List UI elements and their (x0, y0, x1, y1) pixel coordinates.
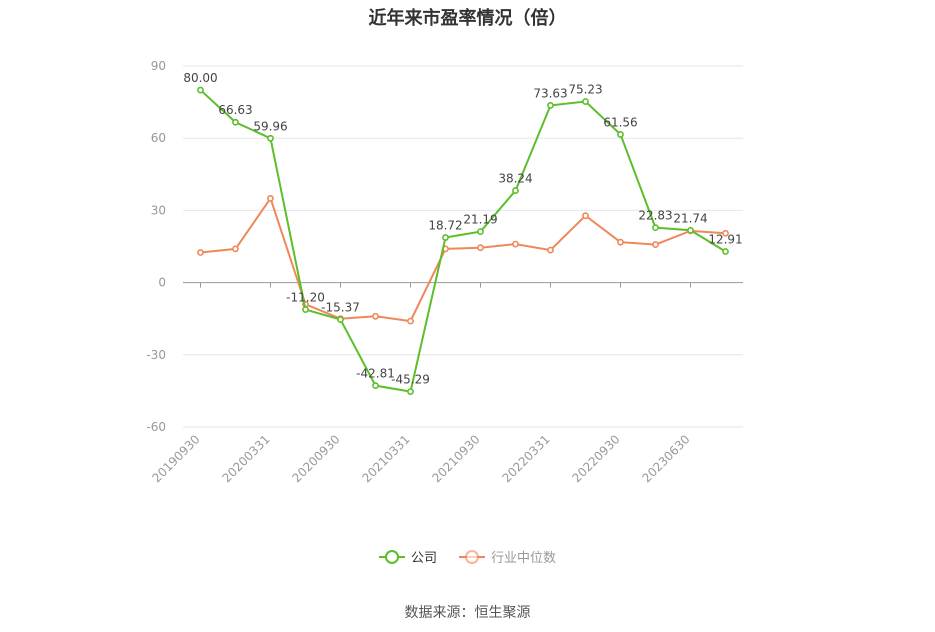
x-tick-label: 20220930 (570, 432, 623, 485)
legend-industry-label: 行业中位数 (491, 551, 557, 566)
company-point (687, 226, 694, 234)
y-tick-label: 0 (158, 276, 166, 290)
y-tick-label: 90 (151, 59, 166, 73)
y-axis: -60 -30 0 30 60 90 (146, 59, 166, 434)
chart-title: 近年来市盈率情况（倍） (368, 8, 567, 29)
industry-point (477, 244, 484, 252)
company-point (442, 234, 449, 241)
x-tick-label: 20200930 (290, 432, 343, 485)
company-data-label: 80.00 (183, 71, 217, 85)
company-point (617, 131, 624, 138)
company-point (547, 101, 554, 109)
company-data-label: -15.37 (321, 301, 360, 315)
industry-point (267, 194, 274, 202)
x-tick-label: 20230630 (640, 432, 693, 485)
y-tick-label: 30 (151, 203, 166, 217)
x-tick-label: 20210331 (360, 432, 413, 485)
company-point (582, 98, 589, 105)
x-tick-label: 20200331 (220, 432, 273, 485)
company-point (512, 187, 519, 194)
industry-point (197, 249, 204, 256)
company-point (407, 388, 414, 395)
x-tick-label: 20190930 (150, 432, 203, 485)
industry-point (407, 317, 414, 325)
industry-point (582, 212, 589, 220)
company-data-label: 59.96 (253, 119, 287, 133)
y-tick-label: 60 (151, 131, 166, 145)
company-data-label: 21.74 (673, 211, 707, 225)
company-data-label: 66.63 (218, 103, 252, 117)
x-tick-label: 20210930 (430, 432, 483, 485)
company-data-label: 38.24 (498, 172, 532, 186)
company-data-label: 61.56 (603, 115, 637, 129)
y-tick-label: -30 (146, 348, 166, 362)
company-point (337, 316, 344, 323)
y-tick-label: -60 (146, 420, 166, 434)
legend-item-company[interactable]: 公司 (378, 547, 437, 566)
company-data-label: -42.81 (356, 367, 395, 381)
company-data-label: 12.91 (708, 233, 742, 247)
industry-point (232, 245, 239, 253)
company-point (232, 118, 239, 126)
company-point (372, 382, 379, 390)
series-layer (197, 86, 729, 395)
company-point (302, 306, 309, 313)
industry-series-line (200, 196, 726, 323)
company-point (652, 224, 659, 232)
company-data-label: -45.29 (391, 373, 430, 387)
company-point (267, 134, 274, 142)
legend-industry-icon (459, 549, 485, 564)
legend-company-icon (378, 549, 405, 564)
industry-point (372, 312, 379, 320)
industry-point (652, 241, 659, 248)
line-chart: -60 -30 0 30 60 90 20190930 20200331 20200930 20… (146, 59, 743, 485)
company-data-label: 21.19 (463, 213, 497, 227)
company-data-label: 75.23 (568, 83, 602, 97)
legend-item-industry[interactable]: 行业中位数 (459, 547, 556, 566)
industry-point (512, 240, 519, 248)
company-point (477, 228, 484, 236)
company-data-label: -11.20 (286, 291, 325, 305)
company-point (197, 86, 204, 94)
company-point (722, 248, 729, 255)
company-data-label: 18.72 (428, 219, 462, 233)
industry-point (617, 238, 624, 246)
company-data-label: 73.63 (533, 86, 567, 100)
company-series-line (199, 89, 727, 393)
legend: 公司 行业中位数 (0, 547, 935, 566)
x-tick-label: 20220331 (500, 432, 553, 485)
legend-company-label: 公司 (410, 551, 437, 566)
company-data-label: 22.83 (638, 209, 672, 223)
data-source: 数据来源：恒生聚源 (404, 605, 531, 621)
industry-point (722, 229, 729, 237)
industry-point (547, 246, 554, 254)
